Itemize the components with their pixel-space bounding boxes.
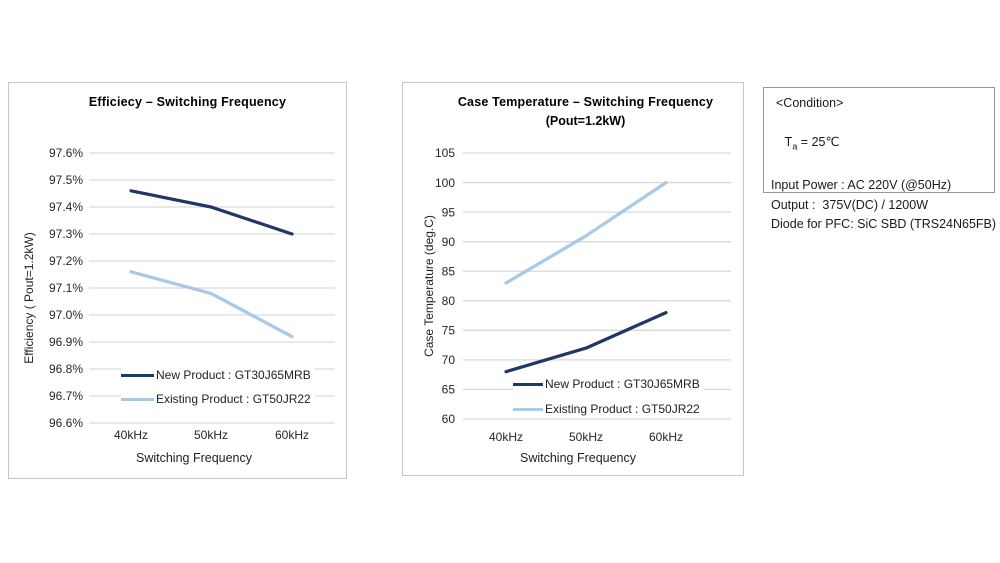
condition-diode: Diode for PFC: SiC SBD (TRS24N65FB) bbox=[771, 216, 997, 231]
x-tick-label: 50kHz bbox=[194, 428, 228, 442]
y-tick-label: 97.1% bbox=[49, 281, 83, 295]
x-tick-label: 40kHz bbox=[114, 428, 148, 442]
efficiency-legend: New Product : GT30J65MRB Existing Produc… bbox=[121, 367, 315, 407]
case-temperature-plot-area: 60 65 70 75 80 85 90 95 100 105 40kHz 50kHz 60kHz bbox=[435, 146, 731, 444]
series-line-0 bbox=[129, 189, 294, 236]
new-product-line-swatch bbox=[121, 373, 154, 377]
y-tick-label: 65 bbox=[442, 383, 456, 397]
series-line-1 bbox=[129, 270, 294, 339]
case-temperature-chart-subtitle: (Pout=1.2kW) bbox=[545, 114, 626, 128]
legend-label-existing-product: Existing Product : GT50JR22 bbox=[545, 402, 700, 416]
y-tick-label: 97.3% bbox=[49, 227, 83, 241]
legend-item-new-product: New Product : GT30J65MRB bbox=[121, 367, 315, 383]
case-temperature-legend: New Product : GT30J65MRB Existing Produc… bbox=[513, 376, 704, 417]
y-tick-label: 96.7% bbox=[49, 389, 83, 403]
legend-item-existing-product: Existing Product : GT50JR22 bbox=[513, 401, 704, 417]
y-tick-label: 90 bbox=[442, 235, 456, 249]
x-tick-label: 60kHz bbox=[275, 428, 309, 442]
ta-symbol: T bbox=[784, 134, 793, 149]
legend-label-new-product: New Product : GT30J65MRB bbox=[545, 377, 700, 391]
y-tick-label: 97.6% bbox=[49, 146, 83, 160]
y-tick-label: 96.9% bbox=[49, 335, 83, 349]
y-tick-label: 85 bbox=[442, 264, 456, 278]
ta-subscript: a bbox=[792, 141, 798, 152]
y-tick-label: 105 bbox=[435, 146, 455, 160]
y-tick-label: 96.6% bbox=[49, 416, 83, 430]
case-temperature-x-axis-title: Switching Frequency bbox=[519, 451, 637, 465]
condition-output: Output : 375V(DC) / 1200W bbox=[771, 197, 929, 212]
y-tick-label: 97.0% bbox=[49, 308, 83, 322]
legend-label-new-product: New Product : GT30J65MRB bbox=[156, 368, 311, 382]
legend-label-existing-product: Existing Product : GT50JR22 bbox=[156, 392, 311, 406]
x-tick-label: 40kHz bbox=[489, 430, 523, 444]
efficiency-chart-panel: Efficiecy – Switching Frequency Efficien… bbox=[8, 82, 347, 479]
series-line-0 bbox=[504, 310, 668, 374]
y-tick-label: 60 bbox=[442, 412, 456, 426]
y-tick-label: 80 bbox=[442, 294, 456, 308]
efficiency-plot-area: 96.6% 96.7% 96.8% 96.9% 97.0% 97.1% 97.2% 97.3%… bbox=[49, 146, 335, 442]
existing-product-line-swatch bbox=[121, 397, 154, 401]
y-tick-label: 100 bbox=[435, 176, 455, 190]
case-temperature-chart-panel: Case Temperature – Switching Frequency (… bbox=[402, 82, 744, 476]
y-tick-label: 97.4% bbox=[49, 200, 83, 214]
y-tick-label: 70 bbox=[442, 353, 456, 367]
series-line-1 bbox=[504, 180, 668, 285]
efficiency-chart-title: Efficiecy – Switching Frequency bbox=[88, 95, 287, 109]
x-tick-label: 60kHz bbox=[649, 430, 683, 444]
legend-item-new-product: New Product : GT30J65MRB bbox=[513, 376, 704, 392]
y-tick-label: 97.2% bbox=[49, 254, 83, 268]
y-tick-label: 75 bbox=[442, 324, 456, 338]
case-temperature-chart-title: Case Temperature – Switching Frequency bbox=[457, 95, 714, 109]
ta-value: = 25℃ bbox=[797, 134, 840, 149]
condition-title: <Condition> bbox=[776, 96, 844, 110]
condition-input-power: Input Power : AC 220V (@50Hz) bbox=[771, 178, 952, 193]
existing-product-line-swatch bbox=[513, 407, 543, 411]
y-tick-label: 95 bbox=[442, 205, 456, 219]
new-product-line-swatch bbox=[513, 382, 543, 386]
efficiency-x-axis-title: Switching Frequency bbox=[135, 451, 253, 465]
condition-ambient-temperature: Ta = 25℃ bbox=[771, 113, 994, 176]
y-tick-label: 97.5% bbox=[49, 173, 83, 187]
y-tick-label: 96.8% bbox=[49, 362, 83, 376]
condition-box: <Condition> Ta = 25℃ Input Power : AC 22… bbox=[763, 87, 996, 231]
legend-item-existing-product: Existing Product : GT50JR22 bbox=[121, 391, 315, 407]
x-tick-label: 50kHz bbox=[569, 430, 603, 444]
